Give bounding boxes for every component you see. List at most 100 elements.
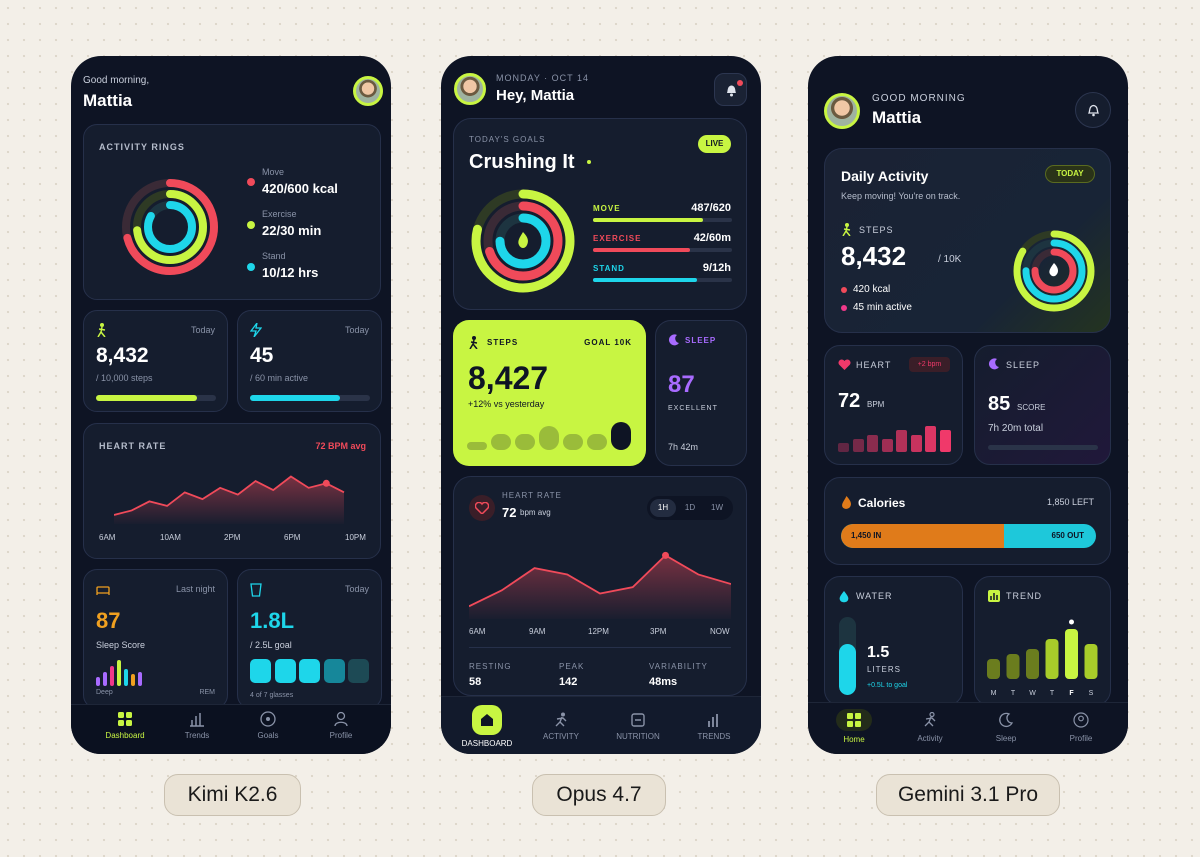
steps-label: STEPS	[487, 338, 519, 347]
glass	[323, 659, 345, 683]
user-name: Hey, Mattia	[496, 87, 575, 104]
nav-trends[interactable]: TRENDS	[684, 712, 744, 741]
sleep-card[interactable]: SLEEP 87 EXCELLENT 7h 42m	[655, 320, 747, 466]
axis-end: REM	[199, 689, 215, 696]
water-sub: / 2.5L goal	[250, 640, 292, 650]
tick-label: 9AM	[529, 627, 546, 636]
sleep-duration: 7h 42m	[668, 442, 699, 452]
nav-goals[interactable]: Goals	[238, 711, 298, 740]
heart-rate-chart	[114, 475, 345, 524]
nav-label: Profile	[329, 731, 353, 740]
day-label: S	[1089, 690, 1094, 697]
nav-active-bg	[836, 709, 872, 731]
steps-bar	[491, 434, 511, 450]
avatar[interactable]	[454, 73, 486, 105]
active-progress-fill	[250, 395, 340, 401]
range-tab-1d[interactable]: 1D	[684, 503, 696, 512]
nav-label: Dashboard	[105, 731, 145, 740]
daily-activity-card[interactable]: Daily Activity TODAY Keep moving! You're…	[824, 148, 1111, 333]
tick-label: 12PM	[588, 627, 609, 636]
sleep-bar	[124, 668, 128, 686]
steps-value: 8,427	[468, 360, 549, 396]
avatar[interactable]	[824, 93, 860, 129]
nav-trends[interactable]: Trends	[167, 711, 227, 740]
water-card[interactable]: WATER 1.5 LITERS +0.5L to goal	[824, 576, 963, 706]
heart-rate-card[interactable]: HEART RATE 72 bpm avg 1H 1D 1W 6AM 9AM 1…	[453, 476, 747, 696]
range-tab-1h[interactable]: 1H	[650, 499, 676, 517]
move-value: 420/600 kcal	[262, 181, 338, 196]
trend-card[interactable]: TREND M T W T F S	[974, 576, 1111, 706]
heart-title: HEART RATE	[99, 441, 167, 451]
sleep-card[interactable]: SLEEP 85 SCORE 7h 20m total	[974, 345, 1111, 465]
heart-label: HEART RATE	[502, 491, 562, 500]
glass	[250, 659, 271, 683]
stat-label: VARIABILITY	[649, 662, 708, 671]
notifications-button[interactable]	[714, 73, 747, 106]
exercise-ring	[1022, 239, 1086, 303]
home-icon	[481, 714, 493, 726]
stand-progress-fill	[593, 278, 698, 282]
tick-label: 10PM	[345, 533, 366, 542]
heart-bar	[896, 430, 907, 452]
goals-card[interactable]: TODAY'S GOALS Crushing It LIVE MOVE 487/…	[453, 118, 747, 310]
nav-dashboard[interactable]: DASHBOARD	[456, 705, 518, 748]
notifications-button[interactable]	[1075, 92, 1111, 128]
nav-label: Trends	[184, 731, 210, 740]
exercise-value: 22/30 min	[262, 223, 322, 238]
steps-card[interactable]: Today 8,432 / 10,000 steps	[83, 310, 228, 412]
sleep-bar	[131, 674, 135, 686]
heart-rate-card[interactable]: HEART RATE 72 BPM avg 6AM 10AM 2PM 6PM 1…	[83, 423, 381, 559]
nav-dashboard[interactable]: Dashboard	[95, 711, 155, 740]
exercise-value: 42/60m	[693, 232, 731, 244]
nav-sleep[interactable]: Sleep	[976, 709, 1036, 743]
user-icon	[334, 711, 348, 727]
bottom-nav: Home Activity Sleep Profile	[808, 702, 1128, 754]
heart-label: HEART	[856, 360, 892, 370]
heart-unit: BPM	[867, 400, 885, 409]
sleep-label: SLEEP	[685, 336, 717, 345]
target-icon	[260, 711, 276, 727]
range-tab-1w[interactable]: 1W	[711, 503, 723, 512]
nav-profile[interactable]: Profile	[311, 711, 371, 740]
nav-profile[interactable]: Profile	[1051, 709, 1111, 743]
nav-home[interactable]: Home	[824, 709, 884, 744]
heart-card[interactable]: HEART +2 bpm 72 BPM	[824, 345, 963, 465]
kcal-value: 420 kcal	[853, 284, 891, 295]
data-point	[322, 479, 330, 487]
calories-bar: 1,450 IN 650 OUT	[841, 524, 1096, 548]
avatar[interactable]	[353, 76, 383, 106]
area-fill	[469, 555, 731, 619]
nav-nutrition[interactable]: NUTRITION	[608, 712, 668, 741]
move-ring	[122, 179, 218, 275]
running-icon	[555, 712, 567, 727]
sleep-when: Last night	[175, 584, 215, 594]
trend-bar	[1006, 654, 1020, 679]
nav-activity[interactable]: ACTIVITY	[531, 712, 591, 741]
sleep-card[interactable]: Last night 87 Sleep Score Deep REM	[83, 569, 228, 709]
bell-icon	[727, 85, 736, 97]
stand-ring	[144, 201, 196, 253]
today-badge: TODAY	[1045, 165, 1095, 183]
nav-label: DASHBOARD	[461, 739, 513, 748]
nav-label: TRENDS	[697, 732, 731, 741]
steps-goal: / 10K	[938, 254, 962, 265]
steps-card[interactable]: STEPS GOAL 10K 8,427 +12% vs yesterday	[453, 320, 646, 466]
grid-icon	[847, 713, 861, 727]
bolt-icon	[250, 323, 262, 337]
bar-chart-icon	[708, 714, 718, 727]
flame-icon	[518, 232, 528, 248]
nav-activity[interactable]: Activity	[900, 709, 960, 743]
trend-bar	[1026, 649, 1039, 679]
moon-icon	[999, 712, 1014, 727]
sleep-label: SLEEP	[1006, 360, 1041, 370]
water-card[interactable]: Today 1.8L / 2.5L goal 4 of 7 glasses	[237, 569, 382, 709]
heart-unit: bpm avg	[520, 508, 551, 517]
active-minutes-card[interactable]: Today 45 / 60 min active	[237, 310, 382, 412]
status-dot	[587, 160, 591, 164]
walking-icon	[469, 336, 478, 349]
exercise-progress-fill	[593, 248, 691, 252]
goals-rings-chart	[471, 189, 575, 293]
move-progress-fill	[593, 218, 703, 222]
calories-card[interactable]: Calories 1,850 LEFT 1,450 IN 650 OUT	[824, 477, 1111, 565]
heart-icon	[838, 359, 851, 370]
